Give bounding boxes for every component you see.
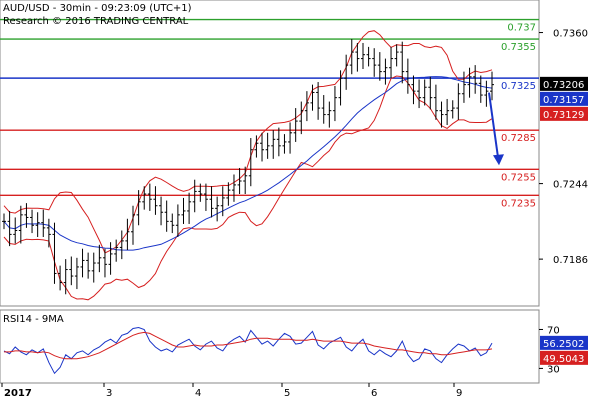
level-label: 0.7355 bbox=[501, 42, 536, 53]
price-layer: 0.737 0.7355 0.7325 0.7285 0.7255 0.7235 bbox=[0, 18, 539, 301]
moving-average-line bbox=[3, 76, 493, 251]
price-value-box-label: 0.73206 bbox=[543, 80, 584, 91]
rsi-value-box bbox=[540, 335, 588, 350]
rsi-title: RSI14 - 9MA bbox=[3, 314, 64, 325]
level-label: 0.737 bbox=[507, 23, 536, 34]
rsi-axis-label: 70 bbox=[547, 325, 560, 336]
rsi-line bbox=[3, 326, 493, 375]
rsi-panel-frame bbox=[0, 309, 540, 384]
price-value-box-label: 0.73129 bbox=[543, 110, 584, 121]
date-axis-label: 4 bbox=[195, 388, 201, 399]
rsi-value-box bbox=[540, 350, 588, 365]
price-axis-label: 0.7186 bbox=[553, 255, 588, 266]
level-label: 0.7285 bbox=[501, 133, 536, 144]
rsi-value-box-label: 49.5043 bbox=[543, 354, 584, 365]
price-axis-label: 0.7244 bbox=[553, 180, 588, 191]
chart-header-line1: AUD/USD - 30min - 09:23:09 (UTC+1) bbox=[3, 3, 192, 14]
price-value-box bbox=[540, 106, 588, 121]
rsi-layer bbox=[3, 326, 493, 375]
date-axis-label: 9 bbox=[456, 388, 462, 399]
bollinger-lower-band bbox=[3, 75, 493, 301]
price-value-box bbox=[540, 91, 588, 106]
forecast-arrow-head bbox=[493, 154, 504, 166]
level-label: 0.7255 bbox=[501, 172, 536, 183]
rsi-value-box-label: 56.2502 bbox=[543, 339, 584, 350]
price-value-box-label: 0.73157 bbox=[543, 95, 584, 106]
price-value-box bbox=[540, 76, 588, 91]
bollinger-upper-band bbox=[3, 30, 493, 254]
rsi-axis-label: 30 bbox=[547, 364, 560, 375]
forecast-arrow-shaft bbox=[488, 92, 499, 158]
rsi-ma-line bbox=[4, 331, 493, 360]
level-label: 0.7325 bbox=[501, 81, 536, 92]
date-axis-label: 3 bbox=[106, 388, 112, 399]
date-axis-label: 2017 bbox=[4, 388, 32, 399]
chart-header-line2: Research © 2016 TRADING CENTRAL bbox=[3, 16, 189, 27]
price-panel-frame bbox=[0, 0, 540, 307]
date-axis-label: 6 bbox=[371, 388, 377, 399]
price-axis-label: 0.7360 bbox=[553, 29, 588, 40]
axis-layer: 0.7360 0.7244 0.7186 0.73206 0.73157 0.73129 7… bbox=[1, 29, 588, 399]
level-label: 0.7235 bbox=[501, 198, 536, 209]
date-axis-label: 5 bbox=[284, 388, 290, 399]
